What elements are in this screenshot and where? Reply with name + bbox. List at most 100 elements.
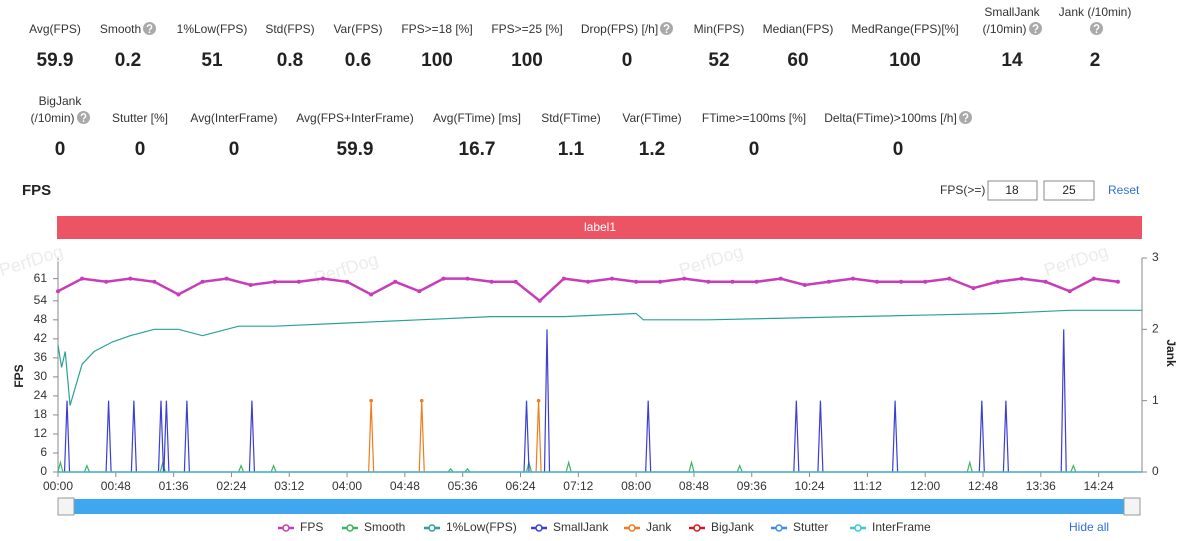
y-tick-label: 61 [34, 271, 48, 285]
spike [565, 460, 572, 473]
stat-value: 0 [892, 139, 904, 160]
point [995, 279, 1000, 284]
stat-label-wrap: Avg(FPS) [29, 21, 81, 38]
stat-label: Std(FPS) [265, 22, 315, 36]
slider-handle[interactable] [1123, 497, 1141, 516]
legend-item[interactable]: 1%Low(FPS) [424, 520, 517, 534]
stat-label-box: Delta(FTime)>100ms [/h] [823, 89, 973, 127]
x-tick-label: 04:00 [332, 479, 362, 493]
spike [183, 400, 190, 473]
y-tick-label: 42 [34, 331, 48, 345]
reset-button[interactable]: Reset [1108, 183, 1140, 197]
point [706, 279, 711, 284]
stat-label-wrap: 1%Low(FPS) [177, 21, 248, 38]
stat-label-wrap: Median(FPS) [763, 21, 834, 38]
spike [105, 400, 112, 473]
x-tick-label: 14:24 [1084, 479, 1114, 493]
spike [238, 464, 245, 473]
stat-label-wrap: Smooth [99, 21, 157, 38]
watermark: PerfDog [677, 241, 746, 280]
point [152, 279, 157, 284]
point [489, 279, 494, 284]
y-tick-label: 48 [34, 312, 48, 326]
slider-handle[interactable] [57, 497, 75, 516]
point [1115, 279, 1120, 284]
band-label: label1 [584, 220, 616, 234]
spike [523, 400, 530, 473]
y-tick-label: 54 [34, 293, 48, 307]
threshold-input[interactable] [1043, 180, 1095, 201]
stat: SmallJank (/10min) 14 [937, 0, 1087, 71]
x-tick-label: 08:48 [679, 479, 709, 493]
point [369, 292, 374, 297]
legend-item[interactable]: InterFrame [850, 520, 931, 534]
threshold-label: FPS(>=) [940, 183, 985, 197]
x-tick-label: 03:12 [274, 479, 304, 493]
stat: Drop(FPS) [/h] 0 [552, 0, 702, 71]
stat-label: SmallJank (/10min) [982, 5, 1040, 36]
spike [270, 464, 277, 473]
point [730, 279, 735, 284]
x-tick-label: 12:00 [910, 479, 940, 493]
point [754, 279, 759, 284]
point [850, 276, 855, 281]
point [537, 298, 542, 303]
point [610, 276, 615, 281]
help-icon[interactable] [1089, 22, 1103, 35]
spike [368, 400, 375, 473]
point [176, 292, 181, 297]
point [320, 276, 325, 281]
stat-value: 100 [421, 50, 453, 71]
stat-value: 2 [1089, 50, 1101, 71]
stat-label: Avg(FPS+InterFrame) [296, 111, 414, 125]
stat-label-box: FPS>=25 [%] [452, 0, 602, 38]
legend-item[interactable]: Jank [624, 520, 672, 534]
y2-tick-label: 2 [1152, 322, 1159, 336]
stat-label-box: SmallJank (/10min) [937, 0, 1087, 38]
point [971, 286, 976, 291]
x-tick-label: 00:48 [101, 479, 131, 493]
stat-label: Smooth [99, 22, 142, 36]
stat-value: 0 [54, 139, 66, 160]
stat: Avg(FPS+InterFrame) 59.9 [280, 89, 430, 160]
stat-value: 0.2 [114, 50, 142, 71]
point [417, 289, 422, 294]
help-icon[interactable] [958, 111, 972, 124]
stat-label: MedRange(FPS)[%] [851, 22, 959, 36]
stat-label-box: FPS>=18 [%] [362, 0, 512, 38]
x-tick-label: 11:12 [853, 479, 882, 493]
y2-tick-label: 0 [1152, 464, 1159, 478]
help-icon[interactable] [76, 111, 90, 124]
legend-item[interactable]: SmallJank [531, 520, 609, 534]
stat-label-wrap: Avg(InterFrame) [190, 110, 277, 127]
help-icon[interactable] [660, 22, 674, 35]
help-icon[interactable] [1028, 22, 1042, 35]
x-tick-label: 01:36 [159, 479, 189, 493]
stat-label: Avg(InterFrame) [190, 111, 278, 125]
x-tick-label: 05:36 [448, 479, 478, 493]
point [1019, 276, 1024, 281]
stat-value: 100 [889, 50, 921, 71]
stat-value: 0 [621, 50, 633, 71]
stat-label-box: BigJank (/10min) [0, 89, 135, 127]
x-tick-label: 07:12 [563, 479, 593, 493]
stat-value: 0 [134, 139, 146, 160]
stat-label: Min(FPS) [693, 22, 745, 36]
hide-all-button[interactable]: Hide all [1069, 520, 1109, 534]
legend-item[interactable]: FPS [278, 520, 323, 534]
spike [688, 460, 695, 473]
stat-label-wrap: Std(FTime) [541, 110, 601, 127]
help-icon[interactable] [143, 22, 157, 35]
slider-track[interactable] [60, 499, 1138, 514]
stat: Smooth 0.2 [53, 0, 203, 71]
threshold-input[interactable] [987, 180, 1038, 201]
legend-item[interactable]: Smooth [342, 520, 405, 534]
watermark: PerfDog [1042, 241, 1111, 280]
y2-axis-title: Jank [1164, 339, 1178, 367]
spike [543, 329, 551, 473]
y2-tick-label: 1 [1152, 393, 1159, 407]
legend-item[interactable]: Stutter [771, 520, 828, 534]
legend-item[interactable]: BigJank [689, 520, 755, 534]
stat-label: FPS>=25 [%] [491, 22, 563, 36]
x-tick-label: 04:48 [390, 479, 420, 493]
